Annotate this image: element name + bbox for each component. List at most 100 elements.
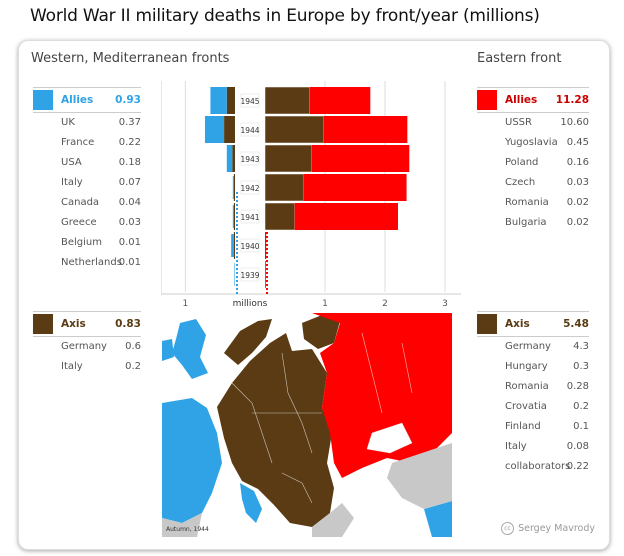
west-allies-total: 0.93 xyxy=(115,94,141,106)
year-label-box xyxy=(240,93,260,108)
bar-west-allies xyxy=(210,87,227,114)
bar-east-allies xyxy=(265,261,266,288)
bar-east-axis xyxy=(264,173,304,202)
year-label: 1945 xyxy=(240,97,259,106)
bar-east-axis xyxy=(264,144,313,173)
list-item: Crovatia 0.2 xyxy=(505,401,589,412)
east-allies-header: Allies 11.28 xyxy=(477,87,589,113)
tick-label: 2 xyxy=(382,299,388,307)
west-allies-swatch xyxy=(33,90,53,110)
map-region-neutral-balkans xyxy=(312,503,354,537)
bar-west-allies xyxy=(232,205,234,228)
east-allies-list: Allies 11.28 USSR 10.60 Yugoslavia 0.45 Po… xyxy=(477,87,589,257)
europe-map-svg xyxy=(162,313,452,537)
list-item: Romania 0.02 xyxy=(505,197,589,208)
east-axis-total: 5.48 xyxy=(563,318,589,330)
east-axis-swatch xyxy=(477,314,497,334)
list-item: Greece 0.03 xyxy=(61,217,141,228)
list-item: Hungary 0.3 xyxy=(505,361,589,372)
infographic-card: Western, Mediterranean fronts Eastern fr… xyxy=(18,40,610,550)
bar-west-allies xyxy=(232,176,234,199)
east-axis-header: Axis 5.48 xyxy=(477,311,589,337)
bar-east-allies xyxy=(265,232,267,259)
europe-map: Autumn, 1944 xyxy=(162,313,452,537)
tick-label: 1 xyxy=(182,299,188,307)
map-caption: Autumn, 1944 xyxy=(166,526,209,533)
list-item: Belgium 0.01 xyxy=(61,237,141,248)
map-region-east xyxy=(312,313,452,478)
bar-east-axis xyxy=(264,202,295,231)
year-label: 1940 xyxy=(240,242,259,251)
map-region-italy-south xyxy=(240,483,262,523)
map-region-neutral-iberia xyxy=(162,513,202,537)
year-label: 1944 xyxy=(240,126,259,135)
list-item: Italy 0.2 xyxy=(61,361,141,372)
tick-label: 3 xyxy=(442,299,448,307)
year-label-box xyxy=(240,267,260,282)
west-axis-swatch xyxy=(33,314,53,334)
bar-east-axis xyxy=(264,86,311,115)
map-region-turkey-area xyxy=(424,501,452,537)
list-item: Germany 4.3 xyxy=(505,341,589,352)
list-item: USSR 10.60 xyxy=(505,117,589,128)
list-item: Italy 0.07 xyxy=(61,177,141,188)
bar-west-axis xyxy=(232,145,235,172)
west-axis-header: Axis 0.83 xyxy=(33,311,141,337)
year-label-box xyxy=(240,238,260,253)
list-item: Poland 0.16 xyxy=(505,157,589,168)
bar-west-axis xyxy=(233,174,235,201)
west-axis-total: 0.83 xyxy=(115,318,141,330)
year-label-box xyxy=(240,209,260,224)
creative-commons-icon: cc xyxy=(501,522,515,535)
list-item: Romania 0.28 xyxy=(505,381,589,392)
list-item: Czech 0.03 xyxy=(505,177,589,188)
list-item: collaborators 0.22 xyxy=(505,461,589,472)
map-region-ireland xyxy=(162,339,174,361)
west-allies-label: Allies xyxy=(61,94,94,106)
map-region-west xyxy=(162,398,222,523)
year-label-box xyxy=(240,122,260,137)
east-allies-swatch xyxy=(477,90,497,110)
list-item: Germany 0.6 xyxy=(61,341,141,352)
east-front-label: Eastern front xyxy=(477,51,562,66)
bar-west-allies xyxy=(226,145,233,172)
east-axis-list: Axis 5.48 Germany 4.3 Hungary 0.3 Romania 0… xyxy=(477,311,589,481)
bar-east-allies xyxy=(311,145,410,172)
west-allies-header: Allies 0.93 xyxy=(33,87,141,113)
year-label: 1941 xyxy=(240,213,259,222)
bar-east-axis xyxy=(264,115,324,144)
bar-east-allies xyxy=(294,203,398,230)
map-region-axis-north xyxy=(302,315,340,349)
map-region-axis xyxy=(217,333,334,527)
list-item: Italy 0.08 xyxy=(505,441,589,452)
east-axis-label: Axis xyxy=(505,318,530,330)
list-item: USA 0.18 xyxy=(61,157,141,168)
bar-west-axis xyxy=(226,87,235,114)
bar-west-axis xyxy=(233,232,235,259)
list-item: Canada 0.04 xyxy=(61,197,141,208)
credit: cc Sergey Mavrody xyxy=(501,522,595,535)
list-item: Yugoslavia 0.45 xyxy=(505,137,589,148)
map-region-neutral-east xyxy=(387,443,452,509)
bar-west-axis xyxy=(233,203,235,230)
credit-author: Sergey Mavrody xyxy=(518,523,595,534)
list-item: Finland 0.1 xyxy=(505,421,589,432)
map-region-sea xyxy=(366,422,413,454)
year-label-box xyxy=(240,151,260,166)
year-label-box xyxy=(240,180,260,195)
bar-west-axis xyxy=(224,116,235,143)
deaths-bar-chart: 1945 1944 1943 1942 1941 1940 1939 1 1 2 3 millions xyxy=(161,81,461,307)
east-allies-label: Allies xyxy=(505,94,538,106)
tick-label: 1 xyxy=(322,299,328,307)
year-label: 1939 xyxy=(240,271,259,280)
west-front-label: Western, Mediterranean fronts xyxy=(31,51,230,66)
list-item: UK 0.37 xyxy=(61,117,141,128)
bar-east-allies xyxy=(303,174,407,201)
map-region-britain xyxy=(172,319,208,379)
list-item: Netherlands 0.01 xyxy=(61,257,141,268)
east-allies-total: 11.28 xyxy=(555,94,589,106)
year-label: 1942 xyxy=(240,184,259,193)
list-item: France 0.22 xyxy=(61,137,141,148)
bar-east-allies xyxy=(323,116,408,143)
west-axis-label: Axis xyxy=(61,318,86,330)
